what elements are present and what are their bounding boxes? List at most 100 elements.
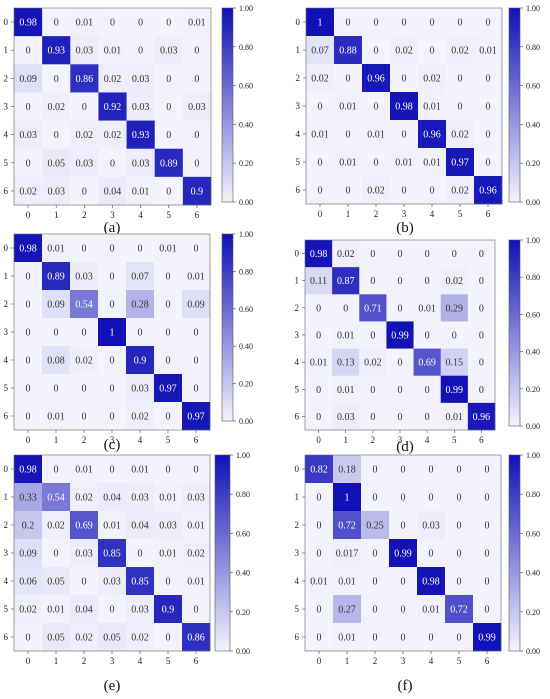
x-tick-label: 0 [318, 209, 323, 219]
y-tick-label: 4 [295, 576, 300, 586]
heatmap-cell [386, 348, 414, 377]
cell-value-label: 0.02 [451, 130, 469, 141]
heatmap-cell [332, 321, 360, 349]
heatmap-cell [413, 240, 442, 268]
x-tick-label: 6 [485, 656, 490, 666]
heatmap-cell [182, 120, 212, 150]
colorbar-tick-label: 1.00 [526, 451, 540, 460]
cell-value-label: 0.29 [446, 303, 464, 314]
heatmap-cell [445, 567, 474, 596]
heatmap-cell [98, 595, 127, 624]
y-tick-label: 1 [296, 45, 301, 55]
heatmap-cell [154, 567, 183, 596]
heatmap-cell [70, 567, 99, 596]
cell-value-label: 0.01 [337, 385, 355, 396]
cell-value-label: 0 [485, 465, 490, 476]
cell-value-label: 0.02 [75, 493, 93, 504]
heatmap-cell [42, 623, 71, 652]
heatmap-cell [305, 294, 333, 322]
y-tick-label: 3 [295, 548, 300, 558]
colorbar-tick-label: 0.60 [236, 529, 250, 538]
cell-value-label: 0.98 [395, 102, 413, 113]
y-tick-label: 3 [4, 102, 9, 112]
y-tick-label: 6 [295, 411, 300, 421]
cell-value-label: 0.93 [132, 130, 150, 141]
heatmap-cell [182, 346, 211, 375]
cell-value-label: 0 [401, 521, 406, 532]
cell-value-label: 0 [26, 356, 31, 367]
heatmap-cell [98, 567, 127, 596]
cell-value-label: 0 [430, 18, 435, 29]
cell-value-label: 0 [110, 18, 115, 29]
cell-value-label: 0 [166, 577, 171, 588]
y-tick-label: 2 [4, 299, 9, 309]
cell-value-label: 0.01 [159, 493, 177, 504]
heatmap-cell [389, 595, 418, 624]
heatmap-cell [42, 262, 71, 291]
heatmap-cell [14, 262, 43, 291]
heatmap-cell [42, 8, 71, 37]
colorbar-tick-label: 0.00 [239, 198, 253, 207]
cell-value-label: 0.85 [103, 549, 121, 560]
x-tick-label: 4 [138, 210, 143, 220]
cell-value-label: 0.01 [76, 18, 94, 29]
cell-value-label: 0 [194, 130, 199, 141]
cell-value-label: 0 [401, 633, 406, 644]
heatmap-cell [467, 402, 496, 431]
cell-value-label: 0.9 [191, 186, 204, 197]
cell-value-label: 0 [54, 74, 59, 85]
cell-value-label: 0 [316, 412, 321, 423]
heatmap-cell [126, 64, 156, 93]
heatmap-panel: 0.98 0 0.01 0 0.01 0 0 0.33 0.54 0.02 0.04 0.03 0.01… [4, 451, 251, 694]
cell-value-label: 0 [429, 549, 434, 560]
cell-value-label: 0.99 [446, 385, 464, 396]
heatmap-cell [474, 36, 503, 65]
heatmap-cell [418, 120, 447, 149]
cell-value-label: 0 [425, 249, 430, 260]
heatmap-cell [361, 623, 390, 652]
cell-value-label: 0 [318, 158, 323, 169]
y-tick-label: 6 [4, 632, 9, 642]
x-tick-label: 2 [82, 210, 87, 220]
cell-value-label: 0 [54, 328, 59, 339]
cell-value-label: 0 [370, 385, 375, 396]
colorbar-tick-label: 1.00 [526, 236, 540, 245]
heatmap-cell [474, 120, 503, 149]
heatmap-cell [14, 483, 43, 512]
cell-value-label: 0.03 [422, 521, 440, 532]
heatmap-cell [182, 455, 211, 484]
heatmap-cell [417, 567, 446, 596]
heatmap-cell [14, 346, 43, 375]
heatmap-cell [306, 176, 335, 205]
heatmap-cell [446, 120, 475, 149]
heatmap-cell [42, 402, 71, 431]
cell-value-label: 0.87 [337, 276, 355, 287]
heatmap-cell [98, 346, 127, 375]
cell-value-label: 0.03 [103, 577, 121, 588]
cell-value-label: 0.97 [451, 158, 469, 169]
colorbar-tick-label: 0.80 [239, 43, 253, 52]
cell-value-label: 0.01 [337, 331, 355, 342]
cell-value-label: 0 [425, 276, 430, 287]
heatmap-cell [305, 595, 334, 624]
heatmap-cell [418, 176, 447, 205]
cell-value-label: 0.01 [339, 102, 357, 113]
cell-value-label: 1 [345, 493, 350, 504]
heatmap-cell [98, 8, 127, 37]
heatmap-cell [14, 36, 43, 65]
heatmap-cell [126, 36, 156, 65]
cell-value-label: 0.03 [47, 186, 65, 197]
heatmap-cell [332, 375, 360, 404]
colorbar-tick-label: 0.40 [526, 348, 540, 357]
cell-value-label: 0.96 [479, 186, 497, 197]
heatmap-cell [306, 92, 335, 121]
cell-value-label: 0 [166, 633, 171, 644]
heatmap-cell [70, 346, 99, 375]
cell-value-label: 0.03 [76, 158, 94, 169]
heatmap-cell [334, 176, 363, 205]
x-tick-label: 5 [457, 656, 462, 666]
heatmap-cell [467, 240, 496, 268]
heatmap-panel: 0.98 0.02 0 0 0 0 0 0.11 0.87 0 0 0 0.02 0 0 0 0.71 0 0.01… [295, 236, 541, 455]
heatmap-cell [126, 623, 155, 652]
cell-value-label: 0.71 [364, 303, 382, 314]
